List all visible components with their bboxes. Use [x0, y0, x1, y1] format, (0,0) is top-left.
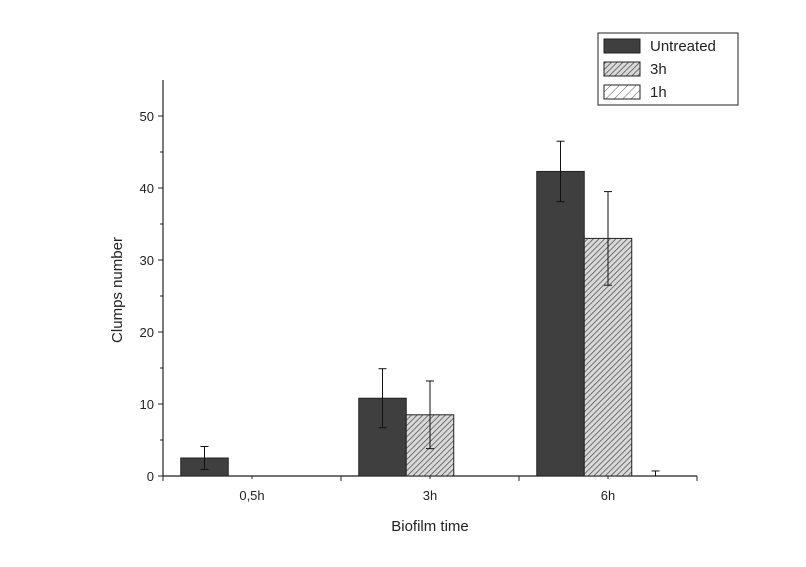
y-tick-label: 50 — [140, 109, 154, 124]
legend-label-1h: 1h — [650, 84, 667, 101]
y-tick-label: 30 — [140, 253, 154, 268]
legend-label-untreated: Untreated — [650, 38, 716, 55]
y-tick-label: 10 — [140, 397, 154, 412]
legend-label-3h: 3h — [650, 61, 667, 78]
bars — [180, 170, 633, 477]
x-tick-label: 6h — [601, 488, 615, 503]
y-tick-label: 20 — [140, 325, 154, 340]
y-tick-label: 0 — [147, 469, 154, 484]
legend: Untreated 3h 1h — [597, 32, 739, 106]
bar — [536, 170, 585, 477]
legend-swatch-untreated — [603, 38, 641, 54]
legend-swatch-3h — [603, 61, 641, 77]
legend-swatch-1h — [603, 84, 641, 100]
x-axis-label: Biofilm time — [391, 518, 469, 535]
tick-labels: 0 10 20 30 40 50 0,5h 3h 6h — [140, 109, 616, 503]
x-tick-label: 3h — [423, 488, 437, 503]
y-tick-label: 40 — [140, 181, 154, 196]
y-axis-label: Clumps number — [109, 237, 126, 343]
x-tick-label: 0,5h — [239, 488, 264, 503]
error-bars — [200, 140, 660, 476]
